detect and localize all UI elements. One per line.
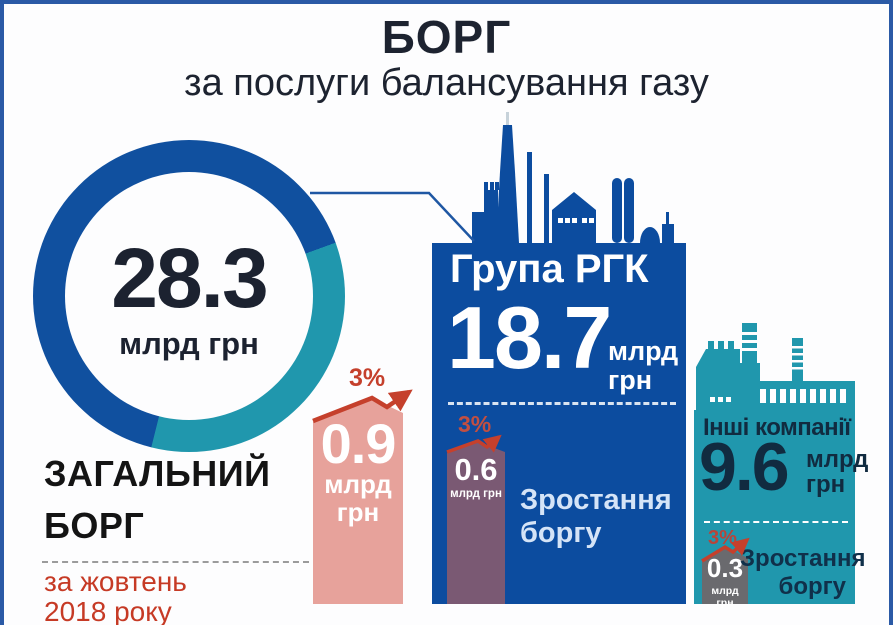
period-line2: 2018 року	[44, 596, 172, 625]
total-growth-bar	[313, 398, 403, 604]
rgk-growth-pct: 3%	[458, 411, 492, 437]
factory-silhouette-rgk-icon	[472, 112, 674, 243]
page-subtitle: за послуги балансування газу	[184, 62, 709, 104]
period-divider	[42, 561, 309, 563]
donut-hole	[65, 172, 313, 420]
rgk-divider	[448, 402, 676, 405]
period-line1: за жовтень	[44, 566, 187, 597]
total-growth-unit: млрд грн	[324, 469, 392, 527]
period-label: за жовтень 2018 року	[44, 567, 187, 625]
total-debt-value: 28.3	[111, 231, 268, 325]
total-debt-label-line2: БОРГ	[44, 505, 145, 546]
total-debt-label-line1: ЗАГАЛЬНИЙ	[44, 453, 271, 494]
total-growth-value: 0.9	[320, 412, 397, 475]
rgk-growth-unit: млрд грн	[450, 488, 502, 500]
factory-silhouette-others-icon	[696, 323, 855, 410]
others-divider	[704, 521, 848, 523]
total-debt-label: ЗАГАЛЬНИЙ БОРГ	[44, 448, 271, 552]
total-debt-donut: 28.3 млрд грн	[33, 140, 345, 452]
others-growth-pct: 3%	[708, 527, 737, 549]
rgk-growth-bar	[447, 442, 505, 604]
others-growth-label: Зростання боргу	[740, 545, 866, 600]
top-border	[0, 0, 893, 4]
others-unit: млрд грн	[806, 446, 869, 498]
others-growth-unit: млрд грн	[711, 585, 739, 609]
rgk-growth-label: Зростання боргу	[520, 484, 672, 549]
total-debt-unit: млрд грн	[119, 326, 259, 361]
rgk-value: 18.7	[447, 288, 612, 387]
rgk-name: Група РГК	[450, 247, 649, 291]
others-value: 9.6	[699, 429, 790, 505]
rgk-unit: млрд грн	[608, 336, 679, 395]
left-border	[0, 0, 4, 625]
total-growth-pct: 3%	[349, 364, 386, 392]
right-border	[889, 0, 893, 625]
rgk-growth-value: 0.6	[454, 452, 498, 487]
page-title: БОРГ	[381, 11, 512, 63]
others-name: Інші компанії	[703, 414, 851, 441]
